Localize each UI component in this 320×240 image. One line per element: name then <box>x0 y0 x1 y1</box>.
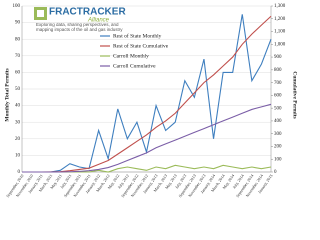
y-tick-label: 30 <box>15 120 21 125</box>
y2-tick-label: 500 <box>274 106 282 111</box>
y2-tick-label: 1,000 <box>274 42 286 47</box>
logo-icon-inner <box>37 10 44 17</box>
y-tick-label: 80 <box>15 37 21 42</box>
legend-label: Rest of State Cumulative <box>113 42 169 49</box>
y-tick-label: 20 <box>15 137 21 142</box>
y-tick-label: 60 <box>15 71 21 76</box>
legend-label: Carroll Monthly <box>113 53 149 59</box>
y2-tick-label: 100 <box>274 157 282 162</box>
y2-tick-label: 1,200 <box>274 17 286 22</box>
y2-tick-label: 900 <box>274 55 282 60</box>
logo-tagline: Exploring data, sharing perspectives, an… <box>36 22 119 27</box>
y2-tick-label: 300 <box>274 132 282 137</box>
chart: FRACTRACKER Alliance Exploring data, sha… <box>4 4 298 199</box>
y-tick-label: 100 <box>13 4 21 9</box>
y2-tick-label: 1,300 <box>274 4 286 9</box>
y2-tick-label: 600 <box>274 94 282 99</box>
logo-name: FRACTRACKER <box>49 7 126 18</box>
y-axis-title: Monthly Total Permits <box>4 68 10 121</box>
page: FRACTRACKER Alliance Exploring data, sha… <box>4 4 298 199</box>
y2-tick-label: 700 <box>274 81 282 86</box>
series-line <box>22 14 272 173</box>
y-tick-label: 90 <box>15 21 21 26</box>
y-tick-label: 40 <box>15 104 21 109</box>
logo-subname: Alliance <box>87 18 110 24</box>
legend-label: Rest of State Monthly <box>113 32 162 39</box>
y-tick-label: 70 <box>15 54 21 59</box>
y2-tick-label: 0 <box>274 170 277 175</box>
legend-label: Carroll Cumulative <box>113 63 156 69</box>
logo-tagline: mapping impacts of the oil and gas indus… <box>36 27 123 32</box>
y2-tick-label: 800 <box>274 68 282 73</box>
y2-tick-label: 1,100 <box>274 30 286 35</box>
series-line <box>22 15 272 173</box>
series-line <box>22 103 272 173</box>
y2-axis-title: Cumulative Permits <box>292 71 298 118</box>
logo: FRACTRACKER Alliance Exploring data, sha… <box>34 7 126 32</box>
y-tick-label: 50 <box>15 87 21 92</box>
y2-tick-label: 400 <box>274 119 282 124</box>
y2-tick-label: 200 <box>274 145 282 150</box>
y-tick-label: 0 <box>18 170 21 175</box>
y-tick-label: 10 <box>15 154 21 159</box>
